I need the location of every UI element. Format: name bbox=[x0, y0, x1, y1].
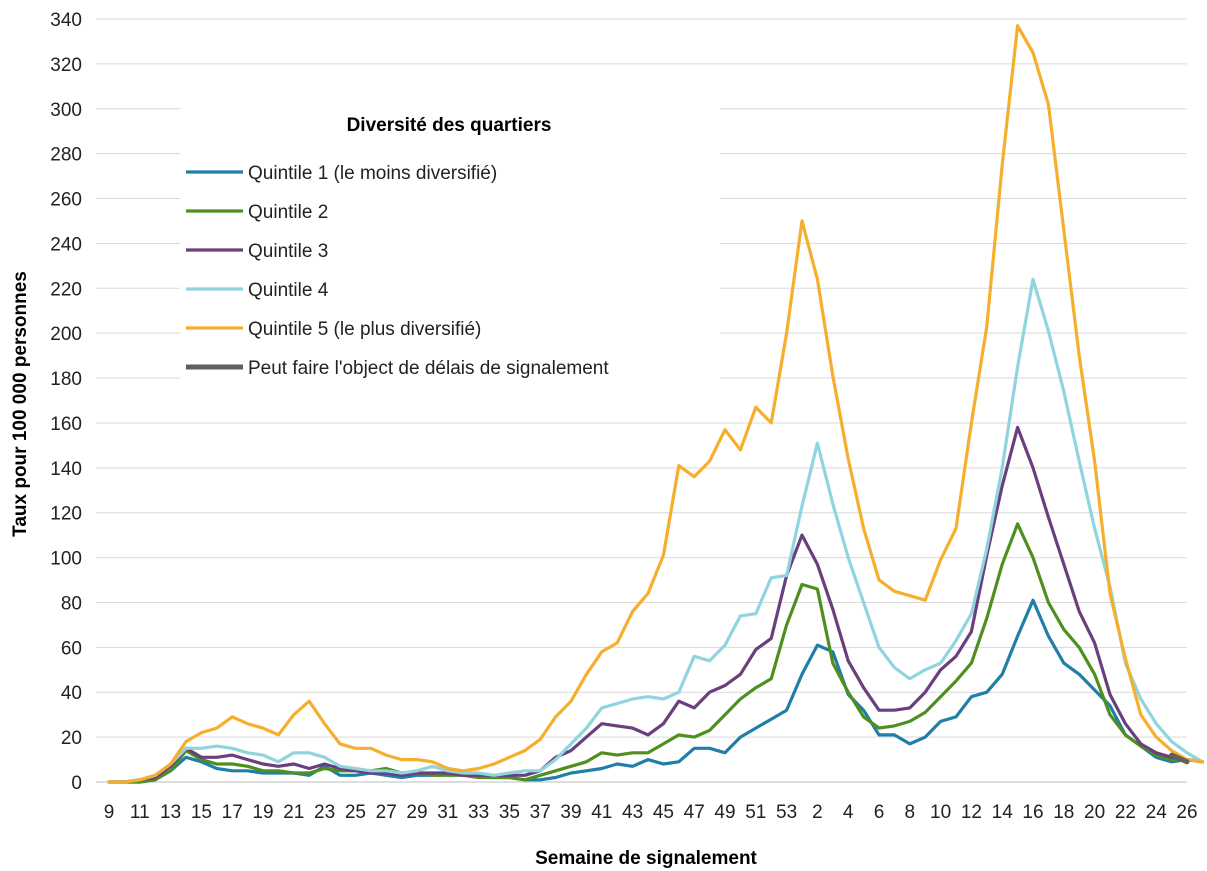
series-line-4 bbox=[107, 277, 1205, 784]
x-tick-label: 27 bbox=[376, 802, 397, 823]
x-tick-label: 26 bbox=[1176, 802, 1197, 823]
x-tick-label: 16 bbox=[1022, 802, 1043, 823]
x-tick-label: 25 bbox=[345, 802, 366, 823]
legend-label: Quintile 3 bbox=[248, 241, 328, 262]
y-tick-label: 40 bbox=[61, 683, 82, 704]
legend-label: Quintile 5 (le plus diversifié) bbox=[248, 319, 481, 340]
x-tick-label: 53 bbox=[776, 802, 797, 823]
x-tick-label: 37 bbox=[530, 802, 551, 823]
x-tick-label: 33 bbox=[468, 802, 489, 823]
legend-title: Diversité des quartiers bbox=[347, 115, 552, 136]
legend-label: Quintile 1 (le moins diversifié) bbox=[248, 163, 497, 184]
series-line-3 bbox=[107, 425, 1205, 784]
y-axis-title: Taux pour 100 000 personnes bbox=[10, 271, 31, 537]
y-tick-label: 280 bbox=[50, 145, 82, 166]
x-tick-label: 47 bbox=[684, 802, 705, 823]
x-tick-label: 31 bbox=[437, 802, 458, 823]
x-tick-label: 12 bbox=[961, 802, 982, 823]
y-tick-label: 220 bbox=[50, 279, 82, 300]
x-tick-label: 8 bbox=[905, 802, 916, 823]
legend: Diversité des quartiers Quintile 1 (le m… bbox=[180, 100, 720, 390]
y-tick-label: 300 bbox=[50, 100, 82, 121]
y-tick-label: 180 bbox=[50, 369, 82, 390]
x-tick-label: 19 bbox=[252, 802, 273, 823]
x-tick-label: 4 bbox=[843, 802, 854, 823]
x-tick-label: 6 bbox=[874, 802, 885, 823]
legend-label: Peut faire l'object de délais de signale… bbox=[248, 358, 609, 379]
x-tick-label: 17 bbox=[222, 802, 243, 823]
series-line-2 bbox=[107, 522, 1205, 784]
y-tick-label: 140 bbox=[50, 459, 82, 480]
legend-label: Quintile 2 bbox=[248, 202, 328, 223]
x-tick-label: 51 bbox=[745, 802, 766, 823]
x-tick-label: 10 bbox=[930, 802, 951, 823]
x-tick-label: 21 bbox=[283, 802, 304, 823]
y-tick-label: 320 bbox=[50, 55, 82, 76]
x-tick-label: 23 bbox=[314, 802, 335, 823]
x-tick-label: 14 bbox=[992, 802, 1014, 823]
y-axis-ticks: 0 20 40 60 80 100 120 140 160 180 200 220 240 260 280 3… bbox=[50, 10, 82, 794]
x-axis-ticks: 9 11 13 15 17 19 21 23 25 27 29 31 33 35 37 39 41 43 45 47 4… bbox=[104, 802, 1198, 823]
y-tick-label: 20 bbox=[61, 728, 82, 749]
x-tick-label: 22 bbox=[1115, 802, 1136, 823]
y-tick-label: 0 bbox=[71, 773, 82, 794]
y-tick-label: 160 bbox=[50, 414, 82, 435]
x-tick-label: 18 bbox=[1053, 802, 1074, 823]
x-tick-label: 39 bbox=[560, 802, 581, 823]
legend-label: Quintile 4 bbox=[248, 280, 329, 301]
x-tick-label: 9 bbox=[104, 802, 115, 823]
series-line-1 bbox=[107, 598, 1205, 784]
x-tick-label: 11 bbox=[130, 802, 150, 823]
x-tick-label: 2 bbox=[812, 802, 823, 823]
x-tick-label: 15 bbox=[191, 802, 212, 823]
series-line-6 bbox=[1169, 752, 1190, 765]
x-tick-label: 45 bbox=[653, 802, 674, 823]
y-tick-label: 200 bbox=[50, 324, 82, 345]
y-tick-label: 60 bbox=[61, 638, 82, 659]
y-tick-label: 340 bbox=[50, 10, 82, 31]
series-line-5 bbox=[107, 24, 1205, 784]
y-tick-label: 80 bbox=[61, 593, 82, 614]
x-tick-label: 35 bbox=[499, 802, 520, 823]
y-tick-label: 100 bbox=[50, 549, 82, 570]
x-tick-label: 24 bbox=[1146, 802, 1168, 823]
x-tick-label: 20 bbox=[1084, 802, 1105, 823]
y-tick-label: 120 bbox=[50, 504, 82, 525]
x-axis-title: Semaine de signalement bbox=[535, 848, 757, 869]
y-tick-label: 240 bbox=[50, 234, 82, 255]
x-tick-label: 13 bbox=[160, 802, 181, 823]
x-tick-label: 29 bbox=[406, 802, 427, 823]
series-lines bbox=[107, 24, 1205, 784]
y-tick-label: 260 bbox=[50, 190, 82, 211]
x-tick-label: 49 bbox=[714, 802, 735, 823]
x-tick-label: 43 bbox=[622, 802, 643, 823]
x-tick-label: 41 bbox=[591, 802, 612, 823]
